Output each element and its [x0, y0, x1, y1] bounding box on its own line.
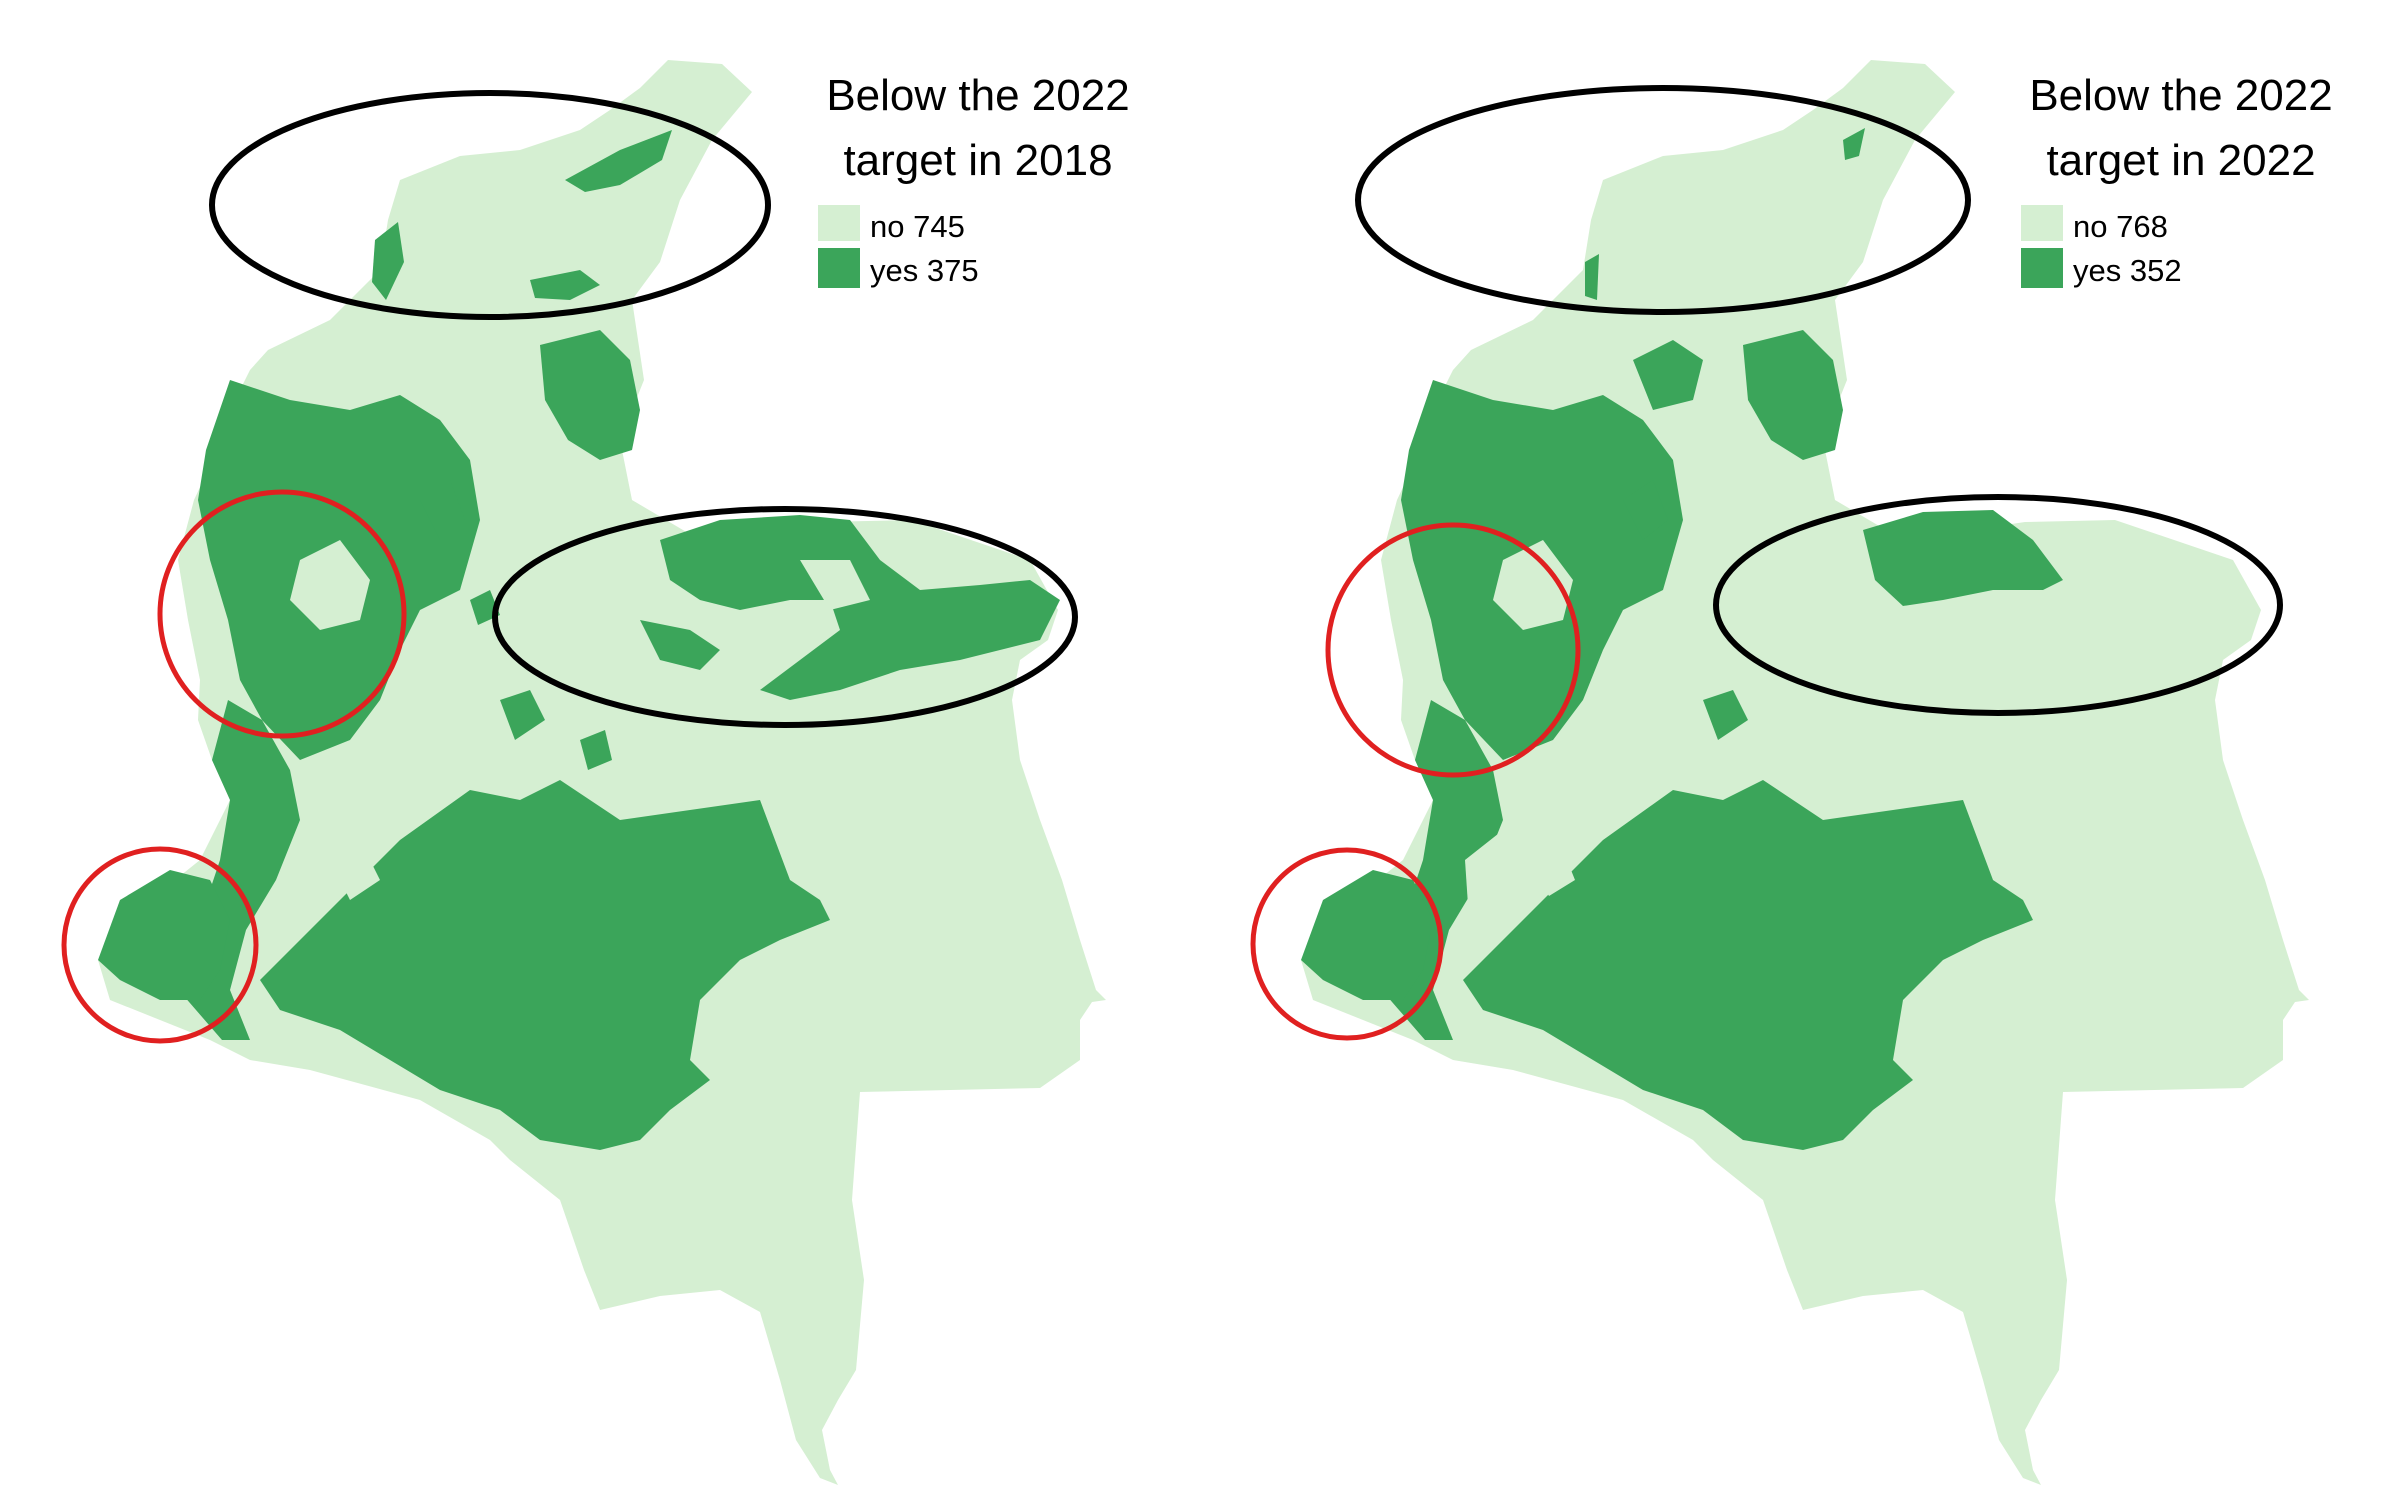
- no-region: [1533, 850, 1575, 896]
- legend-title-line1: Below the 2022: [2029, 71, 2332, 120]
- map-panel-2018: Below the 2022 target in 2018 no 745 yes…: [61, 60, 1130, 1485]
- legend-swatch-yes: [2021, 248, 2063, 288]
- black-ellipse-east: [1713, 494, 2283, 716]
- no-region: [330, 840, 380, 900]
- yes-regions: [98, 130, 1060, 1150]
- legend-title-line2: target in 2022: [2046, 136, 2315, 185]
- legend-swatch-yes: [818, 248, 860, 288]
- map-panel-2022: Below the 2022 target in 2022 no 768 yes…: [1250, 60, 2333, 1485]
- legend-title-line2: target in 2018: [843, 136, 1112, 185]
- legend-title-line1: Below the 2022: [826, 71, 1129, 120]
- annotations-2018: [61, 90, 1078, 1044]
- annotations-2022: [1250, 85, 2283, 1041]
- no-inclusions: [1465, 540, 1575, 930]
- no-region: [1465, 830, 1523, 930]
- black-ellipse-north: [209, 90, 771, 320]
- black-ellipse-north: [1355, 85, 1971, 315]
- no-region: [800, 560, 870, 610]
- yes-region: [1585, 254, 1599, 300]
- legend-swatch-no: [818, 205, 860, 241]
- legend-2022: Below the 2022 target in 2022 no 768 yes…: [2021, 71, 2333, 288]
- yes-region: [260, 780, 830, 1150]
- yes-region: [1623, 480, 1668, 540]
- yes-region: [540, 330, 640, 460]
- yes-region: [565, 130, 672, 192]
- yes-region: [500, 690, 545, 740]
- black-ellipse-east: [492, 506, 1078, 728]
- yes-region: [1703, 690, 1748, 740]
- red-circle-southwest: [1250, 847, 1444, 1041]
- legend-label-no: no 745: [870, 209, 965, 244]
- legend-swatch-no: [2021, 205, 2063, 241]
- legend-label-yes: yes 375: [870, 253, 979, 288]
- yes-region: [1743, 330, 1843, 460]
- yes-region: [1463, 780, 2033, 1150]
- yes-region: [420, 480, 465, 540]
- red-circle-southwest: [61, 846, 259, 1044]
- yes-region: [1843, 128, 1865, 160]
- yes-region: [530, 270, 600, 300]
- yes-region: [1301, 870, 1433, 1000]
- no-region: [1493, 540, 1573, 630]
- yes-region: [660, 515, 1060, 700]
- legend-2018: Below the 2022 target in 2018 no 745 yes…: [818, 71, 1130, 288]
- legend-label-no: no 768: [2073, 209, 2168, 244]
- red-circle-west: [157, 489, 407, 739]
- yes-region: [640, 620, 720, 670]
- yes-region: [98, 870, 230, 1000]
- yes-region: [580, 730, 612, 770]
- yes-region: [372, 222, 404, 300]
- no-region: [290, 540, 370, 630]
- yes-region: [1633, 340, 1703, 410]
- yes-region: [1863, 510, 2063, 606]
- red-circle-west: [1325, 522, 1581, 778]
- no-inclusions: [290, 540, 870, 900]
- legend-label-yes: yes 352: [2073, 253, 2182, 288]
